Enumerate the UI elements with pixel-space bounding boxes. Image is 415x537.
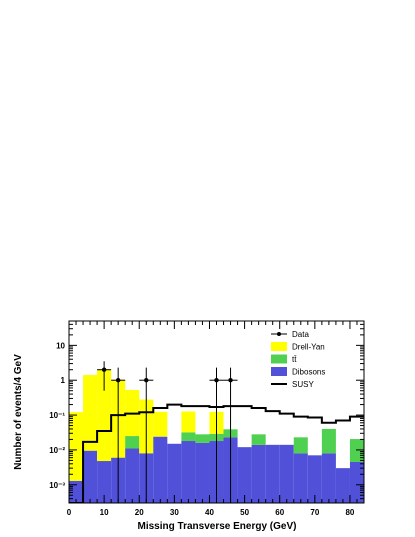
data-point-3 — [214, 378, 219, 383]
y-tick-label-0: 10⁻³ — [49, 481, 65, 490]
x-tick-label-80: 80 — [345, 508, 354, 517]
bar-dibosons-9 — [195, 442, 210, 503]
bar-tt-4 — [125, 436, 140, 449]
legend: Data Drell-Yan tt̄ Dibosons SUSY — [271, 330, 325, 389]
legend-label-3: Dibosons — [292, 368, 325, 377]
bar-dibosons-12 — [237, 447, 252, 503]
data-point-0 — [101, 367, 107, 372]
bar-dibosons-1 — [83, 450, 98, 503]
x-tick-label-50: 50 — [240, 508, 249, 517]
bar-dibosons-13 — [251, 444, 266, 503]
bar-drellyan-8 — [181, 411, 196, 433]
data-point-1 — [115, 378, 121, 383]
bar-drellyan-6 — [153, 411, 168, 437]
bar-dibosons-15 — [279, 444, 294, 503]
bar-tt-20 — [349, 439, 364, 463]
y-tick-label-2: 10⁻¹ — [49, 411, 65, 420]
bar-tt-9 — [195, 434, 210, 443]
plot-area — [69, 361, 364, 503]
legend-swatch-1 — [271, 342, 287, 351]
bar-drellyan-2 — [97, 369, 112, 462]
axis-layer: 0 10 20 30 40 50 60 70 80 10⁻³ 10⁻² 10⁻¹ 1 10 — [49, 320, 365, 517]
bar-dibosons-18 — [321, 453, 336, 503]
bar-dibosons-2 — [97, 461, 112, 503]
x-tick-label-20: 20 — [135, 508, 144, 517]
legend-data-marker — [277, 332, 281, 336]
bar-dibosons-4 — [125, 448, 140, 503]
bar-dibosons-19 — [335, 468, 350, 503]
bar-drellyan-1 — [83, 375, 98, 451]
bar-tt-16 — [293, 437, 308, 454]
x-tick-label-30: 30 — [170, 508, 179, 517]
x-tick-label-10: 10 — [100, 508, 109, 517]
bar-dibosons-16 — [293, 453, 308, 503]
legend-label-0: Data — [292, 330, 309, 339]
legend-label-2: tt̄ — [292, 355, 297, 364]
x-tick-label-60: 60 — [275, 508, 284, 517]
data-point-2 — [144, 378, 149, 383]
legend-swatch-3 — [271, 367, 287, 376]
bar-dibosons-6 — [153, 436, 168, 503]
bar-dibosons-8 — [181, 441, 196, 503]
bar-tt-13 — [251, 434, 266, 445]
y-tick-label-4: 10 — [56, 341, 65, 350]
x-tick-label-70: 70 — [310, 508, 319, 517]
bar-dibosons-7 — [167, 443, 182, 503]
bar-tt-8 — [181, 432, 196, 442]
y-tick-label-3: 1 — [61, 376, 66, 385]
bar-dibosons-17 — [307, 455, 322, 503]
data-point-4 — [228, 378, 233, 383]
legend-swatch-2 — [271, 354, 287, 364]
bar-dibosons-14 — [265, 444, 280, 503]
legend-label-1: Drell-Yan — [292, 343, 325, 352]
y-tick-label-1: 10⁻² — [49, 446, 65, 455]
legend-label-4: SUSY — [292, 380, 314, 389]
y-axis-title: Number of events/4 GeV — [13, 354, 24, 470]
x-axis-title: Missing Transverse Energy (GeV) — [138, 521, 297, 532]
x-tick-label-0: 0 — [67, 508, 72, 517]
plot-layer — [69, 361, 364, 503]
x-tick-label-40: 40 — [205, 508, 214, 517]
bar-tt-18 — [321, 428, 336, 454]
